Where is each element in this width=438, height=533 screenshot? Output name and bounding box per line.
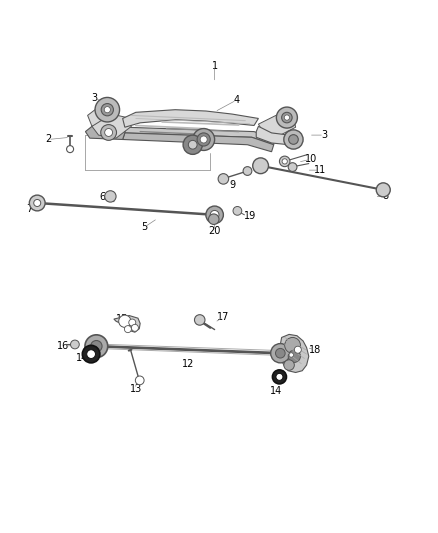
Circle shape — [294, 346, 301, 353]
Circle shape — [95, 98, 120, 122]
Circle shape — [218, 174, 229, 184]
Circle shape — [71, 340, 79, 349]
Circle shape — [289, 353, 293, 357]
Circle shape — [188, 140, 197, 149]
Text: 19: 19 — [244, 211, 256, 221]
Circle shape — [82, 345, 100, 363]
Circle shape — [85, 335, 108, 358]
Circle shape — [200, 136, 207, 143]
Polygon shape — [123, 110, 258, 127]
Polygon shape — [256, 126, 298, 145]
Circle shape — [276, 374, 283, 381]
Text: 2: 2 — [45, 134, 51, 144]
Circle shape — [279, 156, 290, 167]
Circle shape — [29, 195, 45, 211]
Circle shape — [67, 146, 74, 152]
Polygon shape — [123, 133, 274, 152]
Circle shape — [276, 107, 297, 128]
Circle shape — [210, 211, 219, 219]
Text: 3: 3 — [91, 93, 97, 103]
Circle shape — [253, 158, 268, 174]
Polygon shape — [258, 115, 296, 135]
Circle shape — [289, 135, 298, 144]
Circle shape — [288, 350, 300, 362]
Circle shape — [284, 130, 303, 149]
Circle shape — [131, 324, 138, 332]
Circle shape — [194, 314, 205, 325]
Text: 3: 3 — [321, 130, 327, 140]
Circle shape — [135, 376, 144, 385]
Text: 8: 8 — [382, 191, 389, 201]
Circle shape — [271, 344, 290, 363]
Circle shape — [233, 206, 242, 215]
Circle shape — [272, 370, 286, 384]
Polygon shape — [114, 316, 140, 332]
Circle shape — [284, 360, 294, 370]
Circle shape — [105, 128, 113, 136]
Text: 9: 9 — [229, 181, 235, 190]
Circle shape — [183, 135, 202, 155]
Circle shape — [197, 133, 210, 146]
Circle shape — [87, 350, 95, 359]
Text: 10: 10 — [305, 154, 317, 164]
Circle shape — [105, 191, 116, 202]
Circle shape — [119, 315, 131, 327]
Circle shape — [282, 112, 292, 123]
Text: 14: 14 — [270, 386, 282, 397]
Circle shape — [129, 319, 136, 326]
Text: 12: 12 — [182, 359, 194, 369]
Circle shape — [91, 341, 102, 352]
Polygon shape — [85, 126, 125, 140]
Text: 20: 20 — [208, 227, 221, 237]
Text: 14: 14 — [76, 353, 88, 362]
Text: 15: 15 — [117, 314, 129, 324]
Polygon shape — [92, 114, 131, 138]
Text: 18: 18 — [309, 345, 321, 355]
Circle shape — [208, 214, 219, 224]
Circle shape — [34, 199, 41, 206]
Circle shape — [243, 167, 252, 175]
Circle shape — [206, 206, 223, 223]
Polygon shape — [125, 127, 274, 145]
Text: 7: 7 — [27, 204, 33, 214]
Text: 16: 16 — [57, 341, 70, 351]
Polygon shape — [279, 334, 309, 373]
Text: 1: 1 — [212, 61, 218, 71]
Circle shape — [276, 349, 285, 358]
Polygon shape — [88, 102, 116, 126]
Circle shape — [193, 128, 215, 150]
Circle shape — [288, 163, 297, 172]
Circle shape — [285, 337, 300, 353]
Text: 5: 5 — [141, 222, 148, 232]
Text: 13: 13 — [130, 384, 142, 394]
Circle shape — [101, 125, 117, 140]
Circle shape — [124, 326, 131, 333]
Text: 11: 11 — [314, 165, 326, 175]
Circle shape — [101, 103, 113, 116]
Circle shape — [282, 159, 287, 164]
Circle shape — [376, 183, 390, 197]
Circle shape — [104, 107, 110, 113]
Text: 6: 6 — [100, 192, 106, 203]
Text: 17: 17 — [217, 312, 230, 322]
Circle shape — [284, 115, 290, 120]
Text: 4: 4 — [233, 95, 240, 105]
